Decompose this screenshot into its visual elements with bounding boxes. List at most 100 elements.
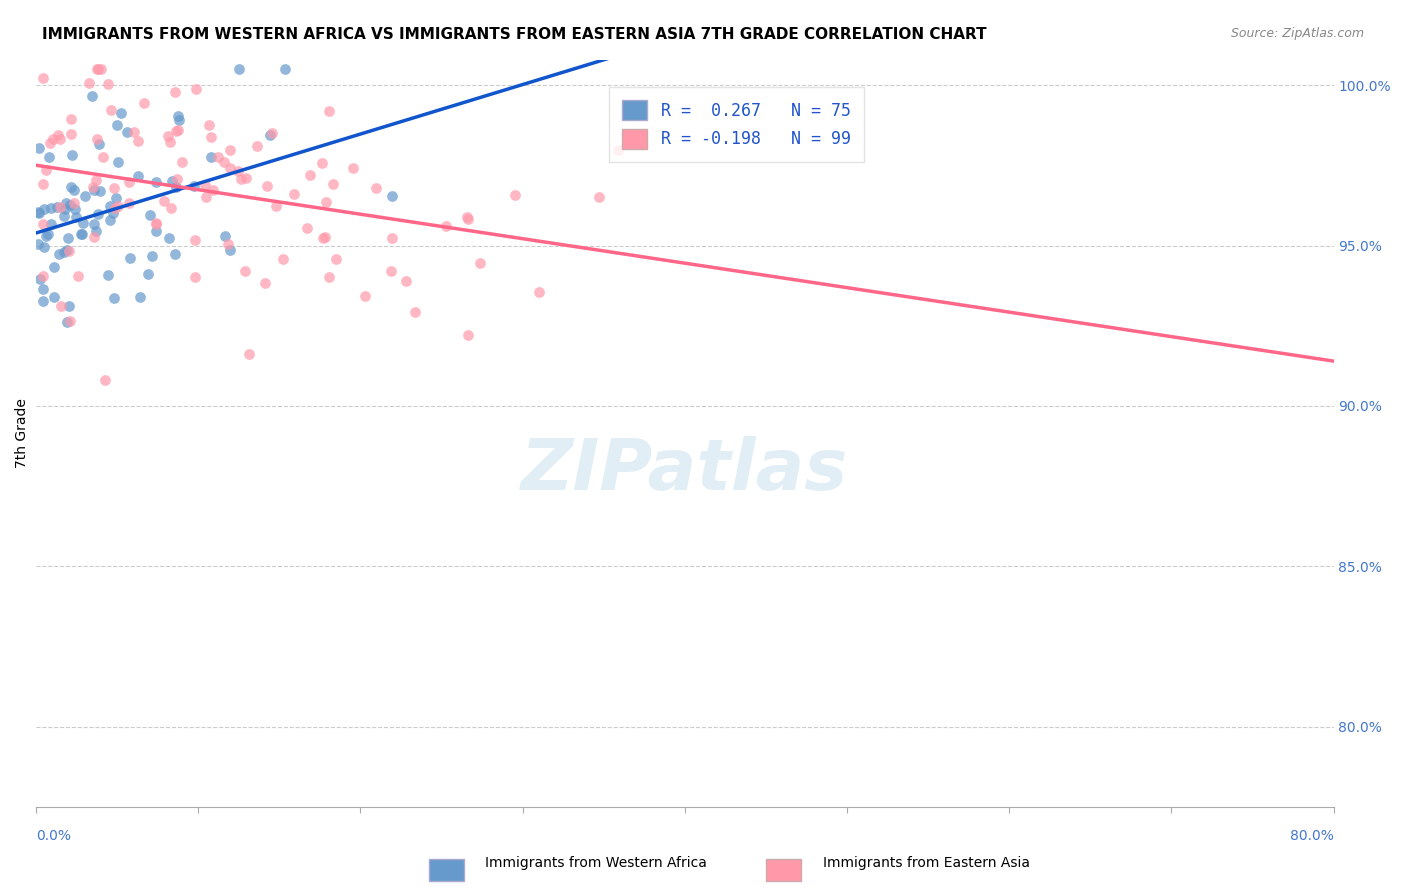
Point [167, 123, 190, 137]
Point [56, 244, 79, 258]
Point [32, 269, 55, 284]
Point [100, 103, 122, 118]
Point [233, 264, 256, 278]
Point [117, 196, 139, 211]
Point [380, 263, 402, 277]
Point [91, 150, 114, 164]
Point [235, 170, 257, 185]
Point [214, 229, 236, 244]
Point [83, 217, 105, 231]
Point [84, 224, 107, 238]
Point [238, 347, 260, 361]
Point [132, 95, 155, 110]
Point [607, 143, 630, 157]
Point [31, 282, 53, 296]
Point [32, 202, 55, 216]
Point [63, 195, 86, 210]
Point [127, 134, 149, 148]
Point [165, 123, 187, 137]
Point [325, 252, 347, 267]
Point [527, 285, 550, 299]
Point [219, 161, 242, 175]
Text: 0.0%: 0.0% [37, 830, 70, 843]
Point [28, 206, 51, 220]
Point [394, 274, 416, 288]
Point [156, 128, 179, 143]
Point [145, 175, 167, 189]
Point [136, 267, 159, 281]
Point [97, 268, 120, 282]
Point [342, 161, 364, 175]
Point [80, 88, 103, 103]
Point [65, 211, 87, 225]
Point [311, 155, 333, 169]
Point [53, 210, 76, 224]
Point [314, 230, 336, 244]
Point [194, 190, 217, 204]
Point [46, 128, 69, 143]
Point [166, 171, 188, 186]
Point [283, 187, 305, 202]
Point [97, 77, 120, 91]
Point [166, 109, 188, 123]
Text: Immigrants from Western Africa: Immigrants from Western Africa [485, 855, 707, 870]
Point [273, 62, 295, 77]
Point [118, 251, 141, 265]
Point [259, 128, 281, 142]
Point [84, 173, 107, 187]
Point [165, 179, 187, 194]
Point [468, 256, 491, 270]
Point [45, 200, 67, 214]
Point [118, 175, 141, 189]
Text: Source: ZipAtlas.com: Source: ZipAtlas.com [1230, 27, 1364, 40]
Point [42, 132, 65, 146]
Point [28, 271, 51, 285]
Point [145, 216, 167, 230]
Point [103, 202, 125, 216]
Legend: R =  0.267   N = 75, R = -0.198   N = 99: R = 0.267 N = 75, R = -0.198 N = 99 [609, 87, 865, 162]
Point [256, 179, 278, 194]
Point [103, 291, 125, 305]
Point [60, 148, 83, 162]
Point [53, 202, 76, 216]
Point [98, 213, 121, 227]
Point [94, 373, 117, 387]
Point [219, 143, 242, 157]
Point [55, 196, 77, 211]
Point [77, 76, 100, 90]
Y-axis label: 7th Grade: 7th Grade [15, 398, 30, 468]
Point [366, 181, 388, 195]
Point [103, 181, 125, 195]
Point [104, 191, 127, 205]
Point [186, 81, 208, 95]
Point [318, 269, 340, 284]
Point [229, 171, 252, 186]
Point [152, 194, 174, 209]
Point [39, 201, 62, 215]
Point [381, 189, 404, 203]
Point [83, 230, 105, 244]
Point [354, 289, 377, 303]
Point [105, 118, 128, 132]
Point [37, 227, 59, 242]
Point [197, 118, 219, 132]
Point [66, 269, 89, 284]
Point [299, 168, 322, 182]
Point [70, 227, 93, 241]
Point [262, 126, 284, 140]
Point [318, 103, 340, 118]
Point [503, 187, 526, 202]
Point [315, 195, 337, 210]
Text: ZIPatlas: ZIPatlas [522, 436, 848, 505]
Point [55, 315, 77, 329]
Point [312, 230, 335, 244]
Point [295, 220, 318, 235]
Point [246, 139, 269, 153]
Point [163, 246, 186, 260]
Point [127, 169, 149, 184]
Point [456, 211, 478, 225]
Point [160, 174, 183, 188]
Point [202, 183, 225, 197]
Point [58, 299, 80, 313]
Point [89, 136, 111, 151]
